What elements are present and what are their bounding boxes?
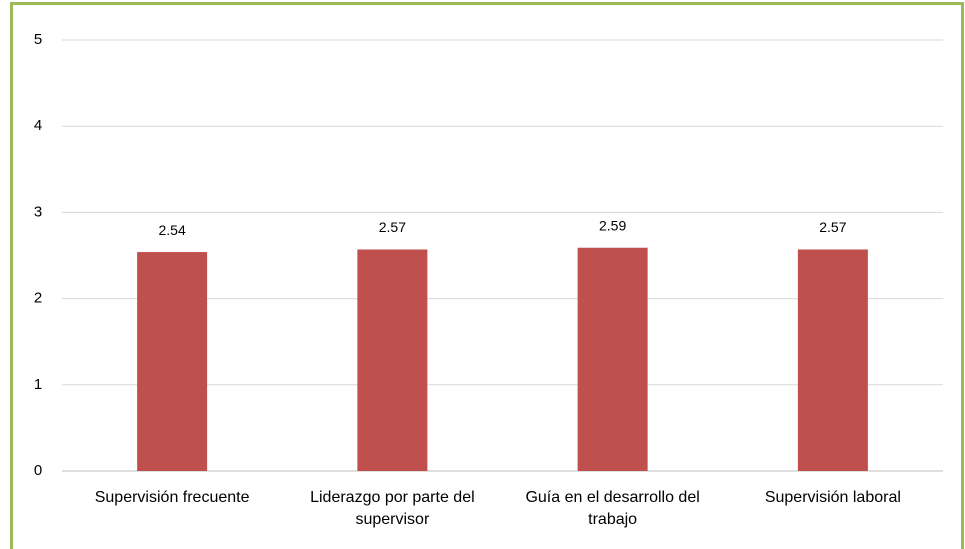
data-label: 2.57 [379,219,406,235]
chart-border [10,2,964,549]
x-tick-label: Liderazgo por parte del supervisor [310,489,475,528]
y-tick-label: 5 [34,31,42,48]
y-tick-label: 4 [34,117,42,134]
bar [137,252,208,471]
x-tick-label: Guía en el desarrollo del trabajo [525,489,700,528]
y-tick-label: 0 [34,462,42,479]
data-label: 2.57 [819,219,846,235]
bar [577,247,648,471]
data-label: 2.59 [599,217,626,233]
x-tick-label: Supervisión laboral [764,489,901,506]
data-label: 2.54 [159,222,186,238]
y-tick-label: 2 [34,290,42,307]
x-tick-label: Supervisión frecuente [94,489,250,506]
y-tick-label: 3 [34,203,42,220]
bar [357,249,428,471]
bar [797,249,868,471]
y-tick-label: 1 [34,376,42,393]
